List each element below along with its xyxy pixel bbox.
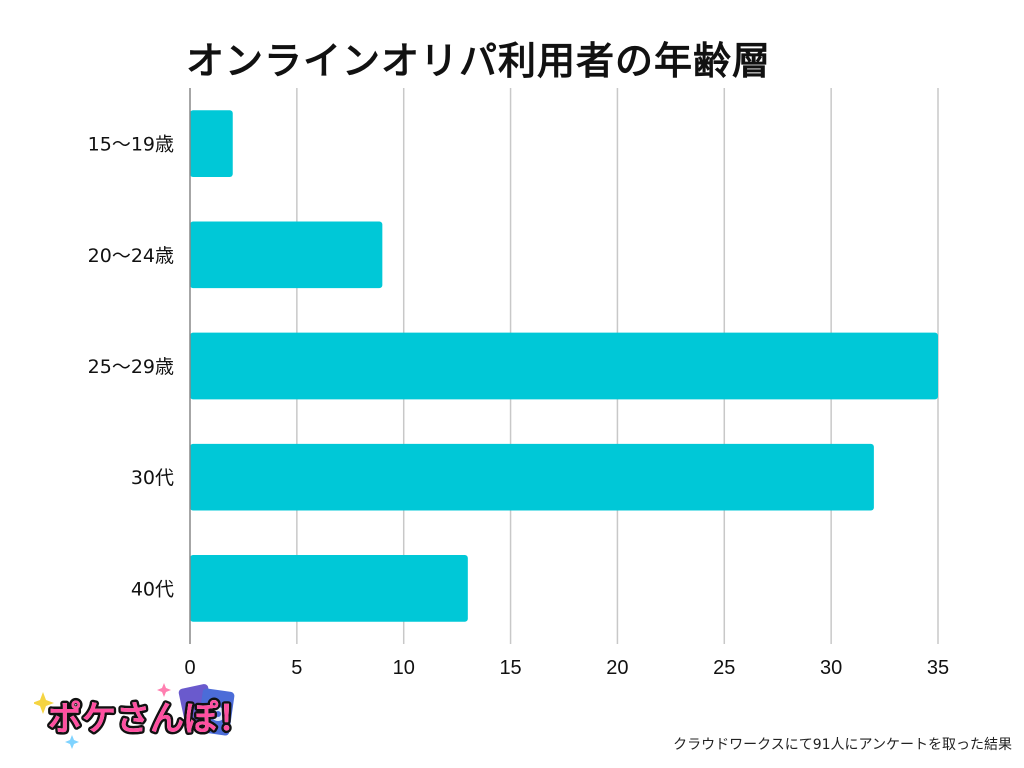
bar-3 [190,332,938,400]
bar-2 [190,221,383,289]
category-label: 20～24歳 [88,245,174,267]
category-label: 40代 [131,578,174,600]
chart-title: オンラインオリパ利用者の年齢層 [186,39,772,83]
bar-5 [190,555,468,622]
logo-text-fill: ポケさんぽ！ [48,699,244,739]
source-note: クラウドワークスにて91人にアンケートを取った結果 [673,737,1012,753]
x-tick-label: 5 [291,657,302,679]
bar-1 [190,110,233,177]
bar-4 [190,443,874,511]
x-tick-label: 30 [820,657,842,679]
bars [190,110,938,622]
category-label: 25～29歳 [88,356,174,378]
labels: 0 5 10 15 20 25 30 35 15～19歳 20～24歳 25～29歳 30代 40代 [88,134,949,679]
x-tick-label: 15 [499,657,521,679]
logo-text: ポケさんぽ！ [48,699,244,739]
category-label: 30代 [131,467,174,489]
x-tick-label: 10 [393,657,415,679]
pokesanpo-logo: ポケさんぽ！ ポケさんぽ！ [34,683,244,749]
x-tick-label: 0 [184,657,195,679]
x-tick-label: 25 [713,657,735,679]
category-label: 15～19歳 [88,134,174,156]
x-tick-label: 20 [606,657,628,679]
x-tick-label: 35 [927,657,949,679]
